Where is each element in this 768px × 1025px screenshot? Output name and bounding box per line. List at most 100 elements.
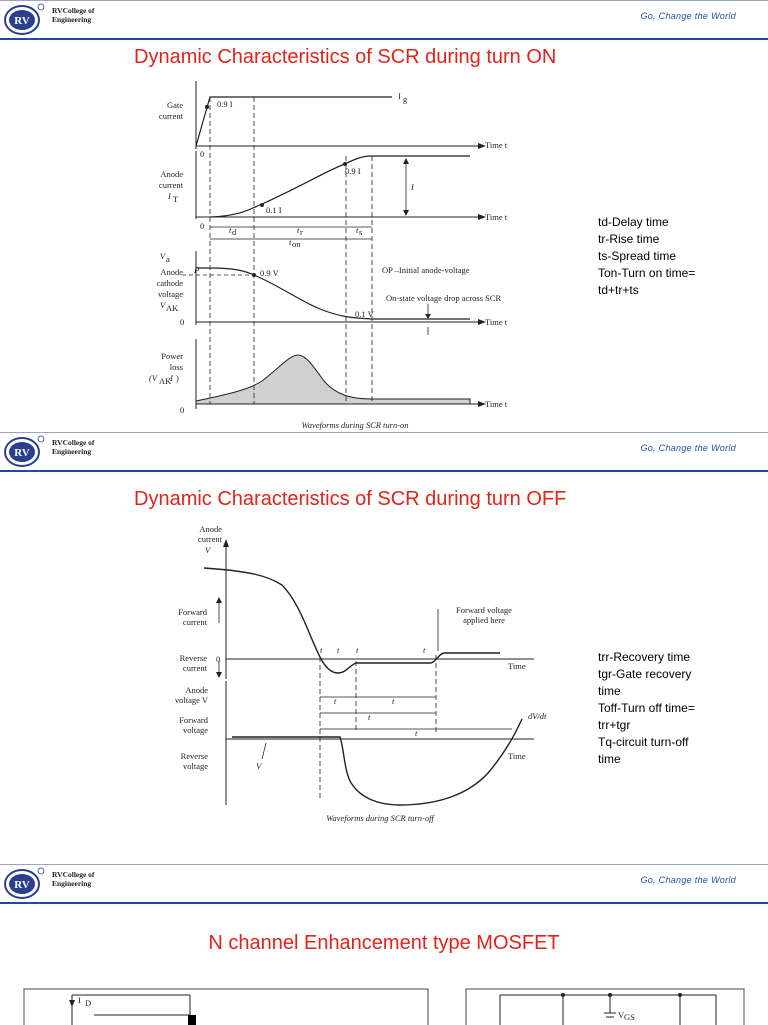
svg-text:V: V — [160, 251, 167, 261]
svg-text:current: current — [183, 663, 208, 673]
svg-text:on: on — [292, 239, 301, 249]
slide-title: Dynamic Characteristics of SCR during tu… — [134, 488, 567, 510]
svg-text:a: a — [166, 254, 170, 264]
svg-text:Waveforms during SCR turn-off: Waveforms during SCR turn-off — [326, 813, 435, 823]
turn-on-notes: td-Delay time tr-Rise time ts-Spread tim… — [598, 215, 696, 297]
svg-text:0.1 V: 0.1 V — [355, 309, 375, 319]
svg-text:OP –Initial anode-voltage: OP –Initial anode-voltage — [382, 265, 470, 275]
svg-text:t: t — [356, 645, 359, 655]
slide-header: RV RVCollege of Engineering Go, Change t… — [0, 433, 768, 472]
svg-text:t: t — [334, 696, 337, 706]
svg-text:D: D — [85, 998, 91, 1008]
svg-text:RV: RV — [14, 15, 30, 27]
svg-text:t: t — [392, 696, 395, 706]
svg-text:t: t — [356, 225, 359, 235]
svg-text:loss: loss — [170, 362, 183, 372]
svg-text:I: I — [78, 995, 81, 1005]
svg-text:Time t: Time t — [485, 212, 508, 222]
svg-text:0.9 I: 0.9 I — [217, 99, 233, 109]
svg-text:0: 0 — [200, 221, 204, 231]
svg-text:Anode: Anode — [199, 524, 222, 534]
svg-text:current: current — [198, 534, 223, 544]
slide-title: Dynamic Characteristics of SCR during tu… — [134, 46, 557, 68]
svg-text:Time: Time — [508, 661, 526, 671]
svg-text:voltage: voltage — [158, 289, 183, 299]
svg-text:t: t — [289, 237, 292, 247]
svg-text:applied here: applied here — [463, 615, 505, 625]
svg-text:voltage V: voltage V — [175, 695, 209, 705]
svg-text:Waveforms during SCR turn-on: Waveforms during SCR turn-on — [301, 420, 408, 430]
svg-text:): ) — [176, 373, 179, 383]
svg-text:V: V — [160, 300, 167, 310]
svg-text:GS: GS — [624, 1012, 635, 1022]
svg-text:t: t — [423, 645, 426, 655]
svg-text:voltage: voltage — [183, 761, 208, 771]
slide-turn-on: RV RVCollege of Engineering Go, Change t… — [0, 0, 768, 433]
svg-text:t: t — [297, 225, 300, 235]
svg-text:Time: Time — [508, 751, 526, 761]
tagline: Go, Change the World — [640, 875, 736, 885]
svg-text:RV: RV — [14, 879, 30, 891]
svg-text:I: I — [167, 191, 172, 201]
svg-text:P: P — [193, 265, 199, 275]
svg-text:T: T — [173, 194, 179, 204]
turn-off-notes: trr-Recovery time tgr-Gate recovery time… — [598, 650, 695, 766]
svg-text:AK: AK — [159, 376, 172, 386]
svg-text:Forward: Forward — [178, 607, 208, 617]
slide-header: RV RVCollege of Engineering Go, Change t… — [0, 865, 768, 904]
svg-text:Reverse: Reverse — [181, 751, 209, 761]
svg-text:Anode: Anode — [160, 169, 183, 179]
slide-mosfet: RV RVCollege of Engineering Go, Change t… — [0, 864, 768, 1025]
svg-text:Gate: Gate — [167, 100, 183, 110]
header-rule — [0, 902, 768, 904]
svg-text:0: 0 — [180, 405, 184, 415]
svg-text:t: t — [415, 728, 418, 738]
svg-text:dV/dt: dV/dt — [528, 711, 547, 721]
svg-text:0: 0 — [216, 654, 220, 664]
svg-text:s: s — [359, 227, 362, 237]
svg-text:Time t: Time t — [485, 399, 508, 409]
rv-logo: RV — [4, 435, 45, 467]
svg-text:Forward voltage: Forward voltage — [456, 605, 512, 615]
svg-text:t: t — [320, 645, 323, 655]
svg-text:t: t — [229, 225, 232, 235]
tagline: Go, Change the World — [640, 11, 736, 21]
header-rule — [0, 38, 768, 40]
header-rule — [0, 470, 768, 472]
svg-text:(V: (V — [149, 373, 159, 383]
tagline: Go, Change the World — [640, 443, 736, 453]
svg-text:Anode: Anode — [185, 685, 208, 695]
svg-text:I: I — [410, 182, 415, 192]
svg-text:g: g — [403, 94, 408, 104]
svg-text:r: r — [300, 227, 303, 237]
svg-text:0.9 I: 0.9 I — [345, 166, 361, 176]
svg-text:·I: ·I — [168, 373, 174, 383]
rv-logo: RV — [4, 867, 45, 899]
svg-text:current: current — [159, 111, 184, 121]
svg-text:Power: Power — [161, 351, 183, 361]
svg-text:d: d — [232, 227, 237, 237]
svg-text:Reverse: Reverse — [180, 653, 208, 663]
svg-text:0.9 V: 0.9 V — [260, 268, 280, 278]
slide-header: RV RVCollege of Engineering Go, Change t… — [0, 1, 768, 40]
svg-text:Time t: Time t — [485, 140, 508, 150]
svg-text:Anode: Anode — [160, 267, 183, 277]
svg-text:V: V — [205, 545, 212, 555]
svg-text:I: I — [398, 91, 401, 101]
svg-text:voltage: voltage — [183, 725, 208, 735]
svg-text:cathode: cathode — [157, 278, 184, 288]
svg-text:0: 0 — [180, 317, 184, 327]
svg-text:AK: AK — [166, 303, 179, 313]
svg-text:Forward: Forward — [179, 715, 209, 725]
svg-text:t: t — [337, 645, 340, 655]
svg-text:V: V — [256, 761, 263, 771]
svg-text:current: current — [183, 617, 208, 627]
slide-turn-off: RV RVCollege of Engineering Go, Change t… — [0, 432, 768, 865]
svg-text:t: t — [368, 712, 371, 722]
turn-on-waveforms: Gate current 0.9 I I g Time t 0 Anode cu… — [146, 81, 564, 433]
college-name: RVCollege of Engineering — [52, 870, 95, 888]
rv-logo: RV — [4, 3, 45, 35]
svg-text:V: V — [618, 1010, 625, 1020]
svg-text:Time t: Time t — [485, 317, 508, 327]
college-name: RVCollege of Engineering — [52, 438, 95, 456]
